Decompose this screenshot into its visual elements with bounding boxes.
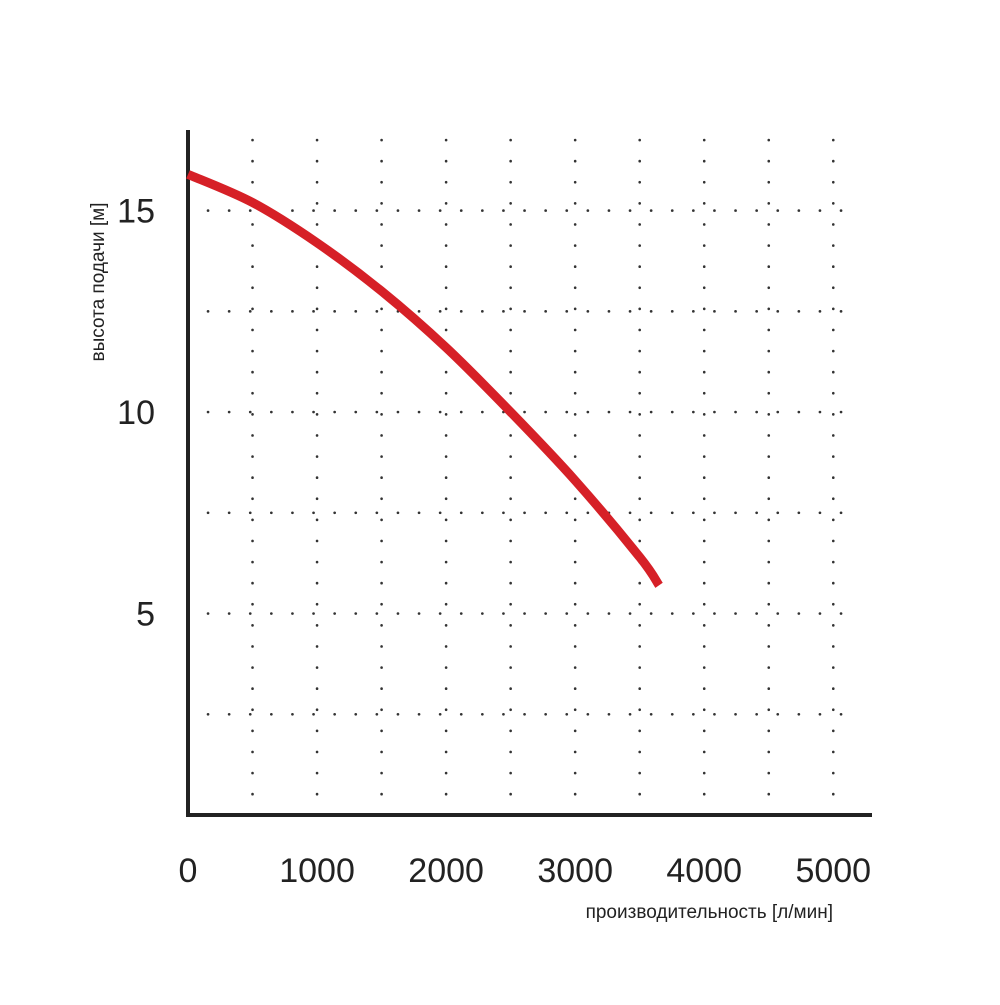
y-tick-label: 15 xyxy=(117,193,155,231)
y-tick-label: 10 xyxy=(117,394,155,432)
x-tick-label: 2000 xyxy=(408,852,484,890)
series xyxy=(186,170,663,588)
x-tick-label: 3000 xyxy=(537,852,613,890)
y-axis-title: высота подачи [м] xyxy=(88,202,109,361)
tick-labels: 0 1000 2000 3000 4000 5000 5 10 15 xyxy=(117,193,871,890)
x-axis-title: производительность [л/мин] xyxy=(586,902,833,923)
grid xyxy=(206,138,860,813)
x-tick-label: 4000 xyxy=(666,852,742,890)
axes xyxy=(186,130,872,817)
x-tick-label: 5000 xyxy=(795,852,871,890)
y-tick-label: 5 xyxy=(136,596,155,634)
x-tick-label: 0 xyxy=(179,852,198,890)
performance-curve xyxy=(186,170,663,588)
x-tick-label: 1000 xyxy=(279,852,355,890)
